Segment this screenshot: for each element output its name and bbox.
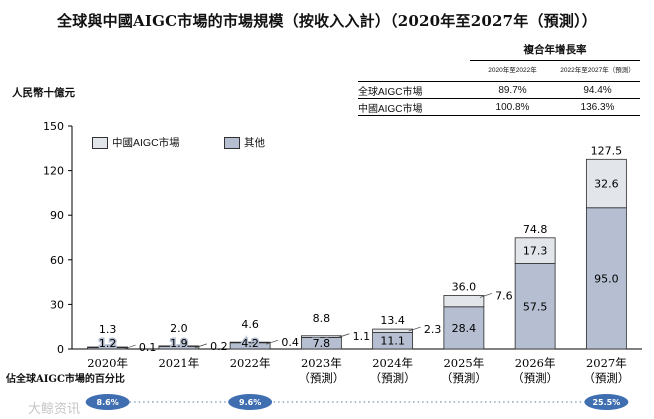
- legend-swatch-china: [92, 136, 108, 149]
- bar-label-other: 95.0: [594, 272, 619, 285]
- y-tick-label: 0: [57, 343, 64, 356]
- share-oval: [584, 394, 629, 410]
- cagr-value: 89.7%: [470, 81, 555, 99]
- bar-label-other: 1.9: [170, 337, 188, 350]
- bar-other: [443, 306, 485, 350]
- bar-total-label: 1.3: [99, 323, 117, 336]
- bar-total-label: 13.4: [380, 314, 405, 327]
- y-axis-unit-label: 人民幣十億元: [12, 87, 75, 99]
- bar-total-label: 127.5: [591, 144, 623, 157]
- cagr-value: 100.8%: [470, 98, 555, 116]
- bar-label-china: 2.3: [424, 323, 442, 336]
- bar-label-china: 17.3: [523, 245, 548, 258]
- share-oval: [85, 394, 130, 410]
- cagr-row-global: 全球AIGC市場 89.7% 94.4%: [358, 81, 640, 99]
- y-tick-label: 90: [50, 209, 64, 222]
- bar-total-label: 4.6: [241, 318, 259, 331]
- bar-china: [443, 295, 485, 308]
- legend-item-china: 中國AIGC市場: [92, 135, 180, 150]
- x-tick-label: 2020年: [87, 356, 128, 370]
- x-tick-label: 2023年: [301, 356, 342, 370]
- share-value: 9.6%: [239, 398, 261, 407]
- chart-title: 全球與中國AIGC市場的市場規模（按收入入計）（2020年至2027年（預測））: [57, 12, 597, 30]
- leader-line: [194, 343, 207, 349]
- share-value: 8.6%: [97, 398, 119, 407]
- bar-total-label: 36.0: [452, 280, 477, 293]
- bar-label-other: 57.5: [523, 300, 548, 313]
- leader-line: [266, 339, 279, 345]
- leader-line: [123, 344, 136, 350]
- x-tick-label: 2025年: [443, 356, 484, 370]
- x-tick-label: 2024年: [372, 356, 413, 370]
- bar-label-china: 0.1: [139, 341, 157, 354]
- bar-label-other: 11.1: [380, 335, 405, 348]
- bar-total-label: 8.8: [313, 312, 331, 325]
- bar-label-china: 0.2: [210, 340, 228, 353]
- watermark: 大鲸资讯: [28, 402, 81, 417]
- cagr-header: 複合年增長率: [470, 42, 640, 61]
- cagr-row-label: 全球AIGC市場: [358, 81, 470, 99]
- bar-label-other: 4.2: [241, 337, 259, 350]
- share-oval: [228, 394, 273, 410]
- bar-other: [585, 207, 627, 350]
- y-tick-label: 150: [43, 120, 64, 133]
- leader-line: [337, 333, 350, 339]
- x-tick-label: （預測）: [512, 371, 558, 385]
- legend-label-other: 其他: [244, 137, 265, 149]
- legend-item-other: 其他: [224, 135, 265, 150]
- bar-label-china: 7.6: [495, 289, 513, 302]
- x-tick-label: （預測）: [370, 371, 416, 385]
- share-value: 25.5%: [592, 398, 620, 407]
- y-tick-label: 60: [50, 254, 64, 267]
- cagr-value: 136.3%: [555, 98, 640, 116]
- bar-total-label: 2.0: [170, 322, 188, 335]
- x-tick-label: 2022年: [230, 356, 271, 370]
- bar-china: [585, 158, 627, 209]
- cagr-col-2022-2027: 2022年至2027年（預測）: [555, 61, 640, 82]
- x-tick-label: （預測）: [441, 371, 487, 385]
- x-tick-label: （預測）: [583, 371, 629, 385]
- bar-other: [514, 263, 556, 350]
- bar-label-china: 0.4: [281, 336, 299, 349]
- legend-swatch-other: [224, 136, 240, 149]
- legend-label-china: 中國AIGC市場: [112, 137, 180, 149]
- bar-label-china: 32.6: [594, 178, 619, 191]
- bar-label-other: 7.8: [313, 337, 331, 350]
- x-tick-label: 2021年: [158, 356, 199, 370]
- bar-china: [372, 328, 414, 333]
- bar-label-china: 1.1: [353, 330, 371, 343]
- x-tick-label: （預測）: [298, 371, 344, 385]
- cagr-table: 複合年增長率 2020年至2022年 2022年至2027年（預測） 全球AIG…: [358, 42, 640, 116]
- x-tick-label: 2026年: [515, 356, 556, 370]
- leader-line: [479, 293, 492, 298]
- y-tick-label: 120: [43, 165, 64, 178]
- cagr-col-2020-2022: 2020年至2022年: [470, 61, 555, 82]
- bar-label-other: 1.2: [99, 337, 117, 350]
- leader-line: [408, 326, 421, 332]
- bar-china: [514, 237, 556, 264]
- cagr-value: 94.4%: [555, 81, 640, 99]
- x-tick-label: 2027年: [586, 356, 627, 370]
- bar-total-label: 74.8: [523, 223, 548, 236]
- share-row-label: 佔全球AIGC市場的百分比: [6, 374, 125, 385]
- cagr-row-china: 中國AIGC市場 100.8% 136.3%: [358, 98, 640, 116]
- cagr-row-label: 中國AIGC市場: [358, 98, 470, 116]
- y-tick-label: 30: [50, 298, 64, 311]
- bar-label-other: 28.4: [452, 322, 477, 335]
